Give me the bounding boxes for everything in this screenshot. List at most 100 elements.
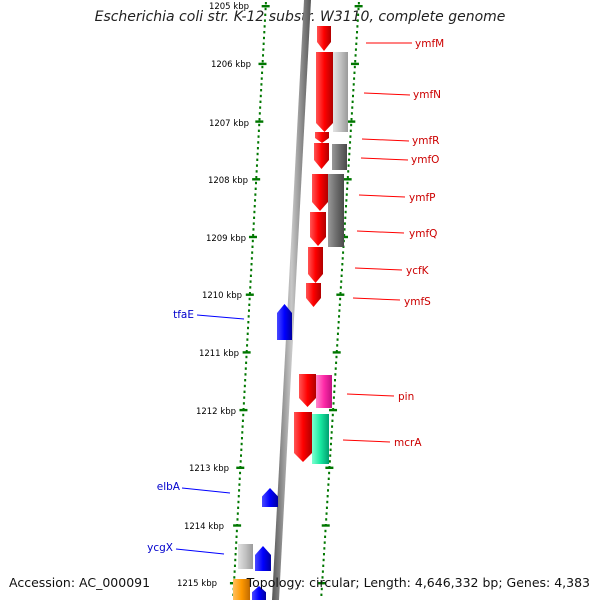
gene-mcrA[interactable]	[294, 412, 312, 462]
ruler-dot	[331, 413, 334, 417]
gene-label-elbA[interactable]: elbA	[157, 481, 181, 493]
feature-dark-1[interactable]	[332, 144, 347, 170]
ruler-dot	[241, 425, 244, 428]
ruler-dot	[256, 147, 259, 150]
ruler-dot	[350, 112, 353, 115]
ruler-dot	[341, 257, 344, 260]
gene-label-ycfK[interactable]: ycfK	[406, 265, 430, 277]
gene-label-ymfS[interactable]: ymfS	[404, 296, 431, 308]
ruler-tick-label: 1212 kbp	[196, 407, 236, 417]
gene-tfaE[interactable]	[277, 304, 292, 340]
gene-elbA[interactable]	[262, 488, 278, 507]
ruler-dot	[246, 344, 249, 347]
ruler-dot	[255, 181, 258, 185]
ruler-dot	[248, 303, 251, 306]
gene-ymfQ[interactable]	[310, 212, 326, 246]
ruler-dot	[333, 384, 336, 388]
gene-ycfK[interactable]	[308, 247, 323, 283]
gene-label-ymfM[interactable]: ymfM	[415, 38, 444, 50]
ruler-dot	[243, 384, 246, 388]
genome-backbone	[272, 0, 311, 600]
ruler-dot	[247, 326, 250, 330]
ruler-dot	[247, 315, 250, 318]
ruler-dot	[255, 170, 258, 173]
ruler-dot	[350, 118, 353, 121]
feature-orange-1[interactable]	[233, 579, 250, 600]
gene-label-ymfN[interactable]: ymfN	[413, 89, 441, 101]
gene-pin[interactable]	[299, 374, 316, 407]
ruler-dot	[330, 431, 333, 434]
ruler-dot	[256, 152, 259, 156]
gene-ymfS[interactable]	[306, 283, 321, 307]
ruler-dot	[263, 25, 266, 28]
ruler-dot	[338, 309, 341, 312]
ruler-dot	[259, 106, 262, 109]
ruler-left	[229, 2, 270, 596]
gene-ymfR[interactable]	[315, 132, 329, 143]
ruler-tick	[354, 5, 363, 8]
ruler-dot	[324, 535, 327, 538]
ruler-dot	[257, 141, 260, 144]
ruler-dot	[321, 576, 324, 579]
feature-gray-2[interactable]	[238, 544, 253, 569]
ruler-dot	[320, 587, 323, 591]
ruler-dot	[346, 181, 349, 185]
feature-gray-1[interactable]	[333, 52, 348, 132]
ruler-dot	[233, 564, 236, 567]
ruler-dot	[237, 506, 240, 509]
gene-label-ymfP[interactable]: ymfP	[409, 192, 435, 204]
ruler-dot	[262, 36, 265, 40]
ruler-dot	[336, 344, 339, 347]
ruler-dot	[246, 332, 249, 335]
gene-label-ymfR[interactable]: ymfR	[412, 135, 439, 147]
gene-ymfP[interactable]	[312, 174, 328, 211]
ruler-dot	[336, 332, 339, 335]
feature-teal-1[interactable]	[312, 414, 329, 464]
gene-ymfO[interactable]	[314, 143, 329, 169]
ruler-dot	[235, 541, 238, 544]
ruler-dot	[261, 71, 264, 74]
gene-ymfN[interactable]	[316, 52, 333, 132]
gene-blue-bottom[interactable]	[252, 586, 266, 600]
ruler-dot	[235, 529, 238, 533]
ruler-dot	[251, 239, 254, 243]
ruler-dot	[325, 506, 328, 509]
ruler-dot	[239, 460, 242, 463]
gene-label-pin[interactable]: pin	[398, 391, 414, 403]
gene-label-tfaE[interactable]: tfaE	[173, 309, 194, 321]
gene-ymfM[interactable]	[317, 26, 331, 51]
ruler-dot	[243, 390, 246, 393]
ruler-dot	[260, 83, 263, 86]
ruler-dot	[344, 216, 347, 219]
ruler-dot	[332, 396, 335, 399]
ruler-tick	[343, 178, 352, 181]
ruler-dot	[328, 460, 331, 463]
ruler-dot	[354, 60, 357, 63]
ruler-dot	[353, 77, 356, 80]
ruler-tick-label: 1206 kbp	[211, 60, 251, 70]
ruler-dot	[324, 529, 327, 533]
ruler-dot	[350, 123, 353, 127]
ruler-dot	[357, 13, 360, 16]
ruler-tick	[255, 120, 264, 123]
ruler-dot	[250, 263, 253, 266]
gene-label-ycgX[interactable]: ycgX	[147, 542, 173, 554]
ruler-dot	[250, 257, 253, 260]
ruler-tick	[347, 120, 356, 123]
ruler-dot	[234, 547, 237, 550]
ruler-dot	[257, 129, 260, 132]
gene-label-mcrA[interactable]: mcrA	[394, 437, 422, 449]
accession-text: Accession: AC_000091	[9, 575, 151, 590]
gene-ycgX[interactable]	[255, 546, 271, 571]
gene-label-ymfO[interactable]: ymfO	[411, 154, 439, 166]
feature-pink-1[interactable]	[316, 375, 332, 408]
ruler-dot	[331, 419, 334, 422]
ruler-dot	[247, 309, 250, 312]
ruler-dot	[351, 106, 354, 109]
feature-dark-2[interactable]	[328, 174, 344, 247]
gene-label-ymfQ[interactable]: ymfQ	[409, 228, 437, 240]
ruler-dot	[243, 396, 246, 399]
ruler-dot	[339, 292, 342, 295]
ruler-dot	[249, 280, 252, 283]
ruler-tick	[318, 582, 327, 585]
